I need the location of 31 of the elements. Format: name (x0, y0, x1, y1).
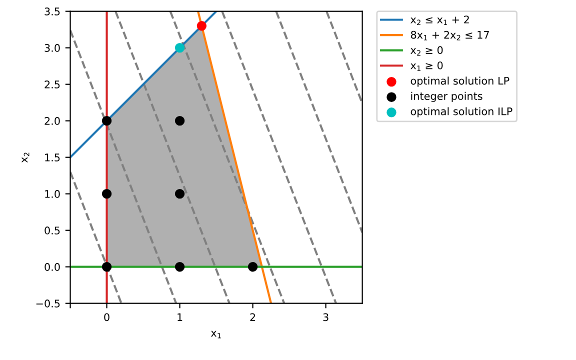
point (102, 188, 112, 199)
y-tick-label: 1.0 (45, 190, 60, 198)
y-tick-label: 3.5 (44, 8, 60, 16)
point (102, 262, 112, 272)
point (248, 262, 258, 272)
y-tick-label: 1.5 (45, 154, 60, 162)
legend-label: x$_{2}$ ≤ x$_{1}$ + 2 (410, 16, 469, 26)
y-tick-label: 2.0 (44, 117, 60, 125)
y-tick-label: 0.5 (44, 226, 60, 234)
point (174, 188, 185, 199)
x-tick-label: 3 (323, 313, 328, 322)
x-axis-title: x$_{1}$ (210, 330, 221, 338)
point (196, 21, 207, 31)
y-axis-title: x$_{2}$ (22, 152, 30, 163)
legend-label: optimal solution ILP (410, 107, 512, 118)
y-tick-label: 3.0 (44, 44, 60, 52)
y-tick-label: −0.5 (36, 300, 60, 308)
y-tick-label: 2.5 (44, 80, 60, 88)
point (102, 116, 112, 126)
point (174, 116, 185, 126)
y-tick-label: 0.0 (44, 263, 60, 271)
legend-label: x$_{2}$ ≥ 0 (410, 46, 443, 56)
x-tick-label: 0 (104, 313, 110, 322)
legend-label: optimal solution LP (410, 76, 510, 87)
x-tick-label: 1 (178, 313, 182, 321)
legend-label: 8x$_{1}$ + 2x$_{2}$ ≤ 17 (410, 30, 489, 40)
x-tick-label: 2 (250, 313, 256, 321)
point (174, 262, 185, 272)
legend-label: integer points (411, 92, 482, 102)
legend-label: x$_{1}$ ≥ 0 (410, 61, 443, 71)
point (174, 42, 185, 53)
